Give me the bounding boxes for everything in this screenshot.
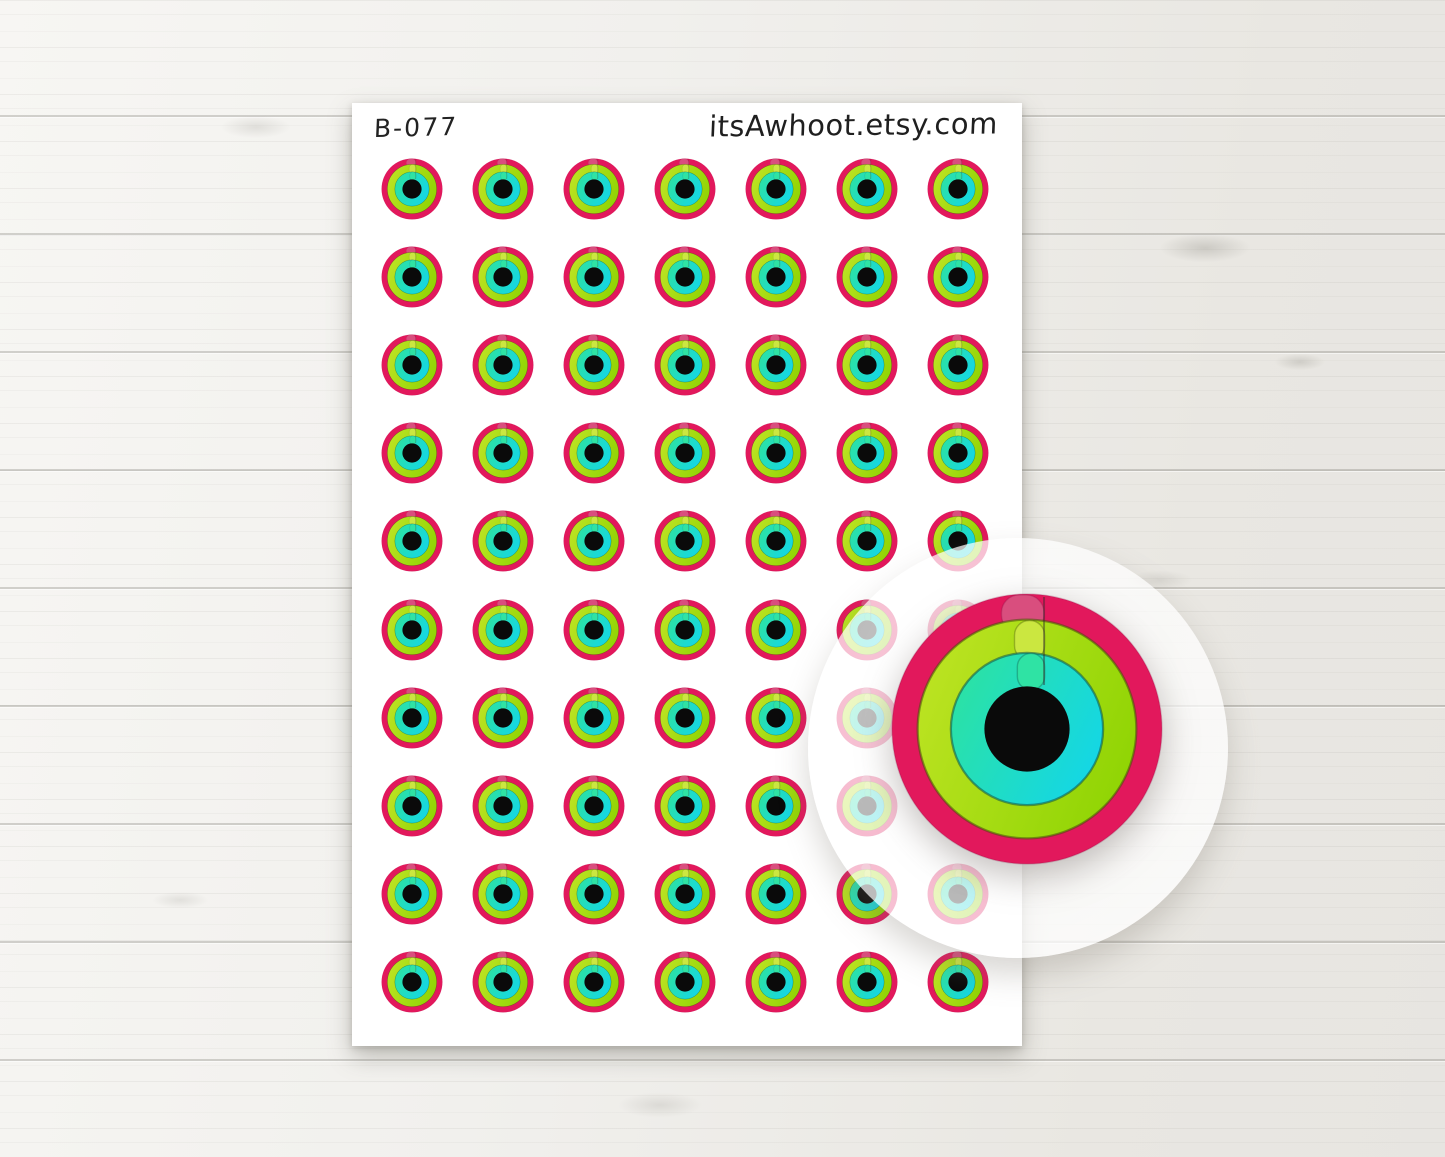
activity-ring-sticker bbox=[835, 333, 899, 397]
activity-ring-sticker bbox=[380, 157, 444, 221]
activity-ring-sticker bbox=[380, 686, 444, 750]
activity-ring-sticker bbox=[653, 509, 717, 573]
activity-rings-icon bbox=[892, 594, 1162, 864]
activity-ring-sticker bbox=[926, 421, 990, 485]
activity-ring-sticker bbox=[653, 245, 717, 309]
activity-ring-sticker bbox=[380, 245, 444, 309]
activity-ring-sticker bbox=[562, 598, 626, 662]
activity-ring-sticker bbox=[744, 686, 808, 750]
activity-ring-sticker bbox=[926, 333, 990, 397]
activity-ring-sticker bbox=[835, 950, 899, 1014]
activity-ring-sticker bbox=[562, 245, 626, 309]
activity-ring-sticker bbox=[744, 598, 808, 662]
activity-ring-sticker bbox=[653, 950, 717, 1014]
activity-ring-sticker bbox=[380, 333, 444, 397]
activity-ring-sticker bbox=[562, 774, 626, 838]
activity-ring-sticker bbox=[562, 509, 626, 573]
activity-ring-sticker bbox=[653, 333, 717, 397]
activity-ring-sticker bbox=[471, 333, 535, 397]
activity-ring-sticker bbox=[926, 157, 990, 221]
activity-ring-sticker bbox=[653, 686, 717, 750]
activity-ring-sticker bbox=[744, 509, 808, 573]
activity-ring-sticker bbox=[835, 245, 899, 309]
activity-ring-sticker bbox=[380, 598, 444, 662]
activity-ring-sticker bbox=[562, 686, 626, 750]
activity-ring-sticker bbox=[744, 421, 808, 485]
activity-ring-sticker bbox=[744, 950, 808, 1014]
activity-ring-sticker bbox=[380, 950, 444, 1014]
activity-ring-sticker bbox=[835, 157, 899, 221]
activity-ring-sticker bbox=[744, 157, 808, 221]
activity-ring-sticker bbox=[380, 862, 444, 926]
activity-ring-sticker bbox=[744, 774, 808, 838]
activity-ring-sticker bbox=[653, 421, 717, 485]
sample-sticker-large bbox=[885, 587, 1169, 871]
activity-ring-sticker bbox=[744, 862, 808, 926]
activity-ring-sticker bbox=[744, 245, 808, 309]
activity-ring-sticker bbox=[471, 157, 535, 221]
activity-ring-sticker bbox=[380, 509, 444, 573]
activity-ring-sticker bbox=[562, 421, 626, 485]
activity-ring-sticker bbox=[653, 157, 717, 221]
activity-ring-sticker bbox=[471, 509, 535, 573]
activity-ring-sticker bbox=[926, 245, 990, 309]
activity-ring-sticker bbox=[653, 774, 717, 838]
activity-ring-sticker bbox=[653, 862, 717, 926]
activity-ring-sticker bbox=[835, 509, 899, 573]
activity-ring-sticker bbox=[926, 950, 990, 1014]
activity-ring-sticker bbox=[471, 950, 535, 1014]
activity-ring-sticker bbox=[562, 333, 626, 397]
activity-ring-sticker bbox=[471, 774, 535, 838]
activity-ring-sticker bbox=[471, 245, 535, 309]
activity-ring-sticker bbox=[471, 598, 535, 662]
activity-ring-sticker bbox=[471, 862, 535, 926]
activity-ring-sticker bbox=[653, 598, 717, 662]
activity-ring-sticker bbox=[562, 950, 626, 1014]
activity-ring-sticker bbox=[835, 421, 899, 485]
activity-ring-sticker bbox=[562, 862, 626, 926]
activity-ring-sticker bbox=[471, 686, 535, 750]
activity-ring-sticker bbox=[562, 157, 626, 221]
activity-ring-sticker bbox=[744, 333, 808, 397]
activity-ring-sticker bbox=[471, 421, 535, 485]
activity-ring-sticker bbox=[380, 774, 444, 838]
activity-ring-sticker bbox=[380, 421, 444, 485]
